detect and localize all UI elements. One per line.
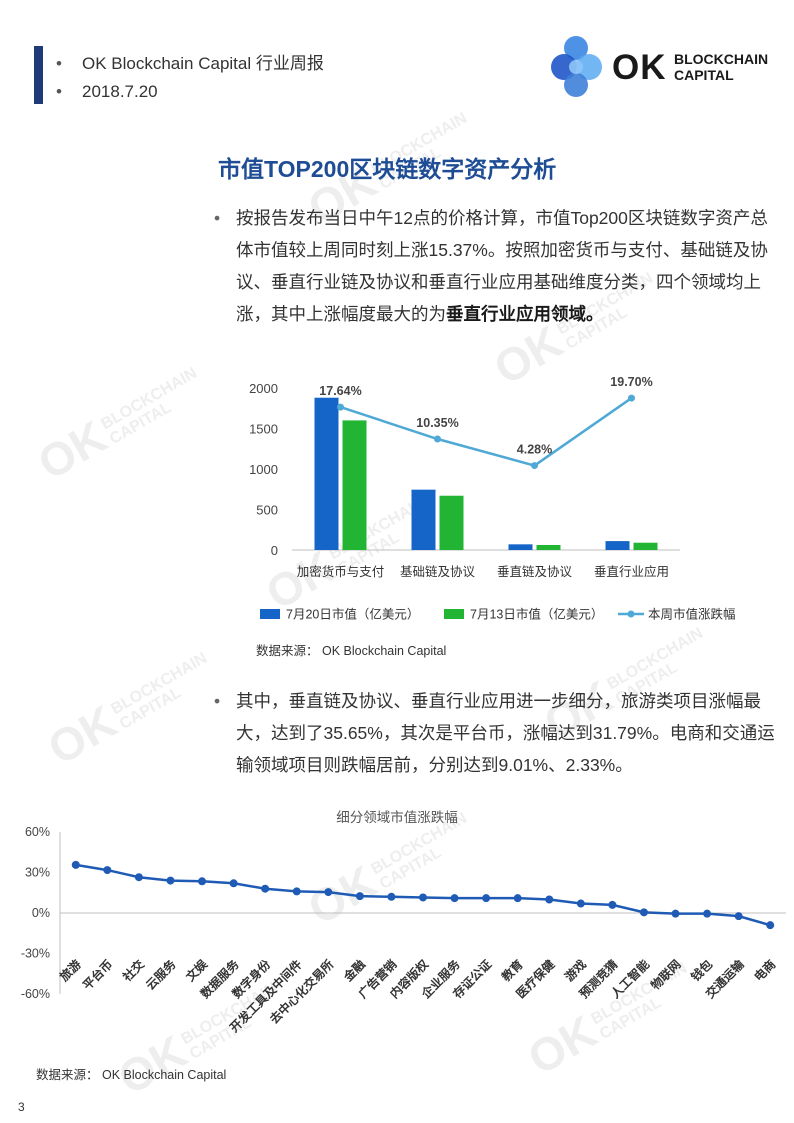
paragraph-market-summary: • 按报告发布当日中午12点的价格计算，市值Top200区块链数字资产总体市值较… — [214, 202, 784, 330]
paragraph-text: 其中，垂直链及协议、垂直行业应用进一步细分，旅游类项目涨幅最大，达到了35.65… — [236, 691, 775, 775]
legend-swatch — [627, 610, 635, 618]
y-tick-label: -30% — [21, 947, 50, 961]
bullet: • — [56, 82, 62, 101]
y-tick-label: 1500 — [249, 422, 278, 437]
x-tick-label: 钱包 — [688, 957, 716, 985]
x-tick-label: 垂直链及协议 — [497, 564, 573, 579]
bullet: • — [214, 691, 221, 711]
report-name: OK Blockchain Capital 行业周报 — [82, 54, 324, 73]
data-label: 19.70% — [610, 375, 652, 389]
change-line — [340, 397, 633, 467]
y-tick-label: 1000 — [249, 462, 278, 477]
logo-mark-icon — [551, 36, 602, 97]
y-tick-label: 60% — [25, 825, 50, 839]
x-tick-label: 电商 — [751, 957, 779, 985]
x-tick-label: 物联网 — [648, 957, 684, 993]
change-point — [513, 894, 522, 903]
y-tick-label: 2000 — [249, 381, 278, 396]
bar — [508, 544, 533, 550]
change-point — [261, 884, 270, 893]
watermark: OKBLOCKCHAIN CAPITAL — [29, 364, 200, 490]
change-point — [671, 909, 680, 918]
chart1-source: 数据来源： OK Blockchain Capital — [256, 644, 447, 658]
logo-ok: OK — [612, 48, 667, 87]
bullet: • — [56, 54, 62, 73]
logo-blockchain: BLOCKCHAIN — [674, 51, 769, 67]
x-tick-label: 文娱 — [183, 956, 211, 984]
change-point — [337, 403, 344, 411]
change-point — [531, 462, 538, 470]
paragraph-subsector-summary: • 其中，垂直链及协议、垂直行业应用进一步细分，旅游类项目涨幅最大，达到了35.… — [214, 685, 784, 781]
bar — [536, 544, 561, 550]
bar — [342, 420, 367, 550]
x-tick-label: 云服务 — [143, 956, 180, 993]
y-tick-label: 0% — [32, 906, 50, 920]
x-tick-label: 加密货币与支付 — [297, 564, 385, 579]
change-point — [134, 873, 143, 882]
change-point — [419, 893, 427, 902]
x-tick-label: 社交 — [119, 957, 147, 985]
change-point — [355, 892, 364, 901]
change-point — [734, 912, 743, 921]
legend-label: 7月13日市值（亿美元） — [470, 607, 603, 622]
watermark: OKBLOCKCHAIN CAPITAL — [39, 649, 210, 775]
report-date: 2018.7.20 — [82, 82, 158, 101]
paragraph-highlight: 垂直行业应用领域。 — [446, 304, 604, 324]
bar — [605, 541, 630, 550]
paragraph-text: 按报告发布当日中午12点的价格计算，市值Top200区块链数字资产总体市值较上周… — [236, 208, 768, 324]
x-tick-label: 垂直行业应用 — [594, 564, 669, 579]
bar — [314, 397, 339, 550]
change-point — [198, 877, 207, 886]
page-number: 3 — [18, 1100, 25, 1114]
change-point — [639, 908, 648, 917]
change-point — [545, 895, 554, 904]
change-point — [608, 900, 617, 909]
y-tick-label: 0 — [271, 543, 278, 558]
change-point — [434, 435, 441, 443]
x-tick-label: 教育 — [498, 957, 526, 985]
change-point — [387, 892, 396, 901]
change-point — [71, 860, 80, 869]
y-tick-label: 500 — [256, 503, 278, 518]
bar — [411, 489, 436, 550]
chart2-source: 数据来源： OK Blockchain Capital — [36, 1068, 227, 1082]
bullet: • — [214, 208, 221, 228]
legend-label: 7月20日市值（亿美元） — [286, 607, 419, 622]
x-tick-label: 金融 — [340, 957, 368, 985]
change-point — [229, 879, 238, 888]
change-point — [703, 909, 712, 918]
legend-swatch — [444, 609, 464, 619]
bar — [633, 542, 658, 550]
section-title: 市值TOP200区块链数字资产分析 — [218, 156, 557, 182]
bar — [439, 495, 464, 550]
data-label: 17.64% — [319, 384, 361, 398]
data-label: 10.35% — [416, 416, 458, 430]
x-tick-label: 基础链及协议 — [400, 564, 476, 579]
change-point — [628, 394, 635, 402]
logo-capital: CAPITAL — [674, 67, 734, 83]
data-label: 4.28% — [517, 443, 552, 457]
change-point — [166, 876, 175, 885]
y-tick-label: -60% — [21, 987, 50, 1001]
sector-market-cap-chart: 17.64% 10.35% 4.28% 19.70% 2000 1500 1000 500 0… — [249, 375, 736, 622]
legend-label: 本周市值涨跌幅 — [648, 607, 736, 622]
change-point — [324, 888, 333, 897]
x-tick-label: 游戏 — [561, 957, 589, 985]
report-header: • OK Blockchain Capital 行业周报 • 2018.7.20 — [56, 50, 324, 106]
change-point — [450, 894, 459, 903]
change-point — [766, 921, 775, 930]
chart2-title: 细分领域市值涨跌幅 — [336, 809, 458, 825]
change-point — [576, 899, 585, 908]
ok-blockchain-capital-logo: OK BLOCKCHAIN CAPITAL — [546, 36, 786, 98]
y-tick-label: 30% — [25, 866, 50, 880]
change-point — [103, 866, 112, 875]
change-point — [292, 887, 301, 896]
legend-swatch — [260, 609, 280, 619]
change-point — [482, 894, 491, 903]
header-accent-bar — [34, 46, 43, 104]
x-tick-label: 平台币 — [79, 957, 115, 993]
